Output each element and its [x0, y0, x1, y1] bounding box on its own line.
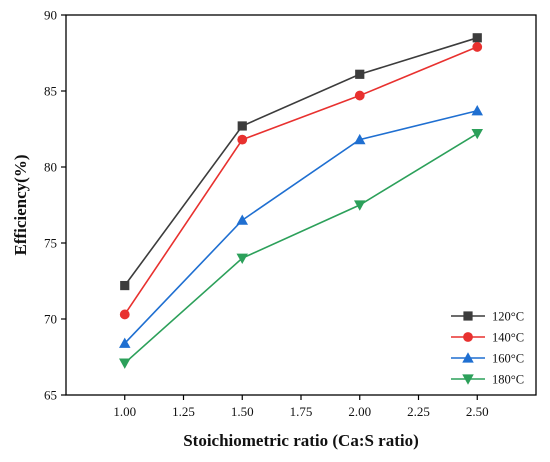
y-tick-label: 70	[44, 312, 57, 327]
data-point	[472, 33, 482, 43]
legend-entry: 140°C	[451, 331, 524, 345]
data-point	[237, 121, 247, 131]
series-120°C	[120, 33, 482, 291]
x-tick-label: 2.25	[407, 404, 430, 419]
legend-entry: 180°C	[451, 373, 524, 387]
y-tick-label: 75	[44, 236, 57, 251]
legend-label: 140°C	[492, 331, 524, 345]
data-point	[236, 214, 248, 225]
x-tick-label: 1.25	[172, 404, 195, 419]
legend-label: 120°C	[492, 310, 524, 324]
series-line	[124, 46, 478, 315]
series-160°C	[119, 105, 483, 348]
x-axis-title: Stoichiometric ratio (Ca:S ratio)	[183, 431, 419, 450]
data-point	[119, 337, 131, 348]
y-tick-label: 80	[44, 160, 57, 175]
x-tick-label: 2.00	[348, 404, 371, 419]
data-point	[472, 42, 483, 52]
x-tick-label: 1.75	[290, 404, 313, 419]
data-point	[355, 69, 365, 79]
legend-marker	[462, 352, 474, 363]
plot-frame	[65, 14, 537, 396]
legend-entry: 160°C	[451, 352, 524, 366]
x-tick-label: 2.50	[466, 404, 489, 419]
series-line	[124, 109, 478, 344]
series-layer	[119, 33, 483, 369]
series-line	[124, 37, 478, 287]
x-tick-label: 1.00	[113, 404, 136, 419]
data-point	[237, 134, 248, 145]
legend-entry: 120°C	[451, 310, 524, 324]
data-point	[120, 280, 130, 291]
data-point	[354, 90, 365, 101]
legend-label: 160°C	[492, 352, 524, 366]
legend-marker	[463, 311, 473, 321]
y-tick-label: 90	[44, 8, 57, 23]
legend-marker	[462, 374, 474, 385]
data-point	[236, 253, 248, 264]
ticks-layer: 1.00 1.25 1.50 1.75 2.00 2.25 2.50 65 70 75 80 85 90	[44, 8, 489, 420]
y-axis-title: Efficiency(%)	[11, 154, 30, 255]
data-point	[471, 128, 483, 140]
series-180°C	[119, 128, 483, 369]
legend-marker	[463, 332, 473, 342]
series-140°C	[119, 42, 483, 320]
data-point	[471, 105, 483, 116]
series-line	[124, 132, 478, 364]
data-point	[354, 133, 366, 145]
y-tick-label: 65	[44, 388, 57, 403]
y-tick-label: 85	[44, 84, 57, 99]
data-point	[119, 358, 131, 369]
data-point	[119, 309, 130, 320]
legend: 120°C 140°C 160°C 180°C	[451, 310, 524, 387]
legend-label: 180°C	[492, 373, 524, 387]
x-tick-label: 1.50	[231, 404, 254, 419]
data-point	[354, 200, 366, 211]
